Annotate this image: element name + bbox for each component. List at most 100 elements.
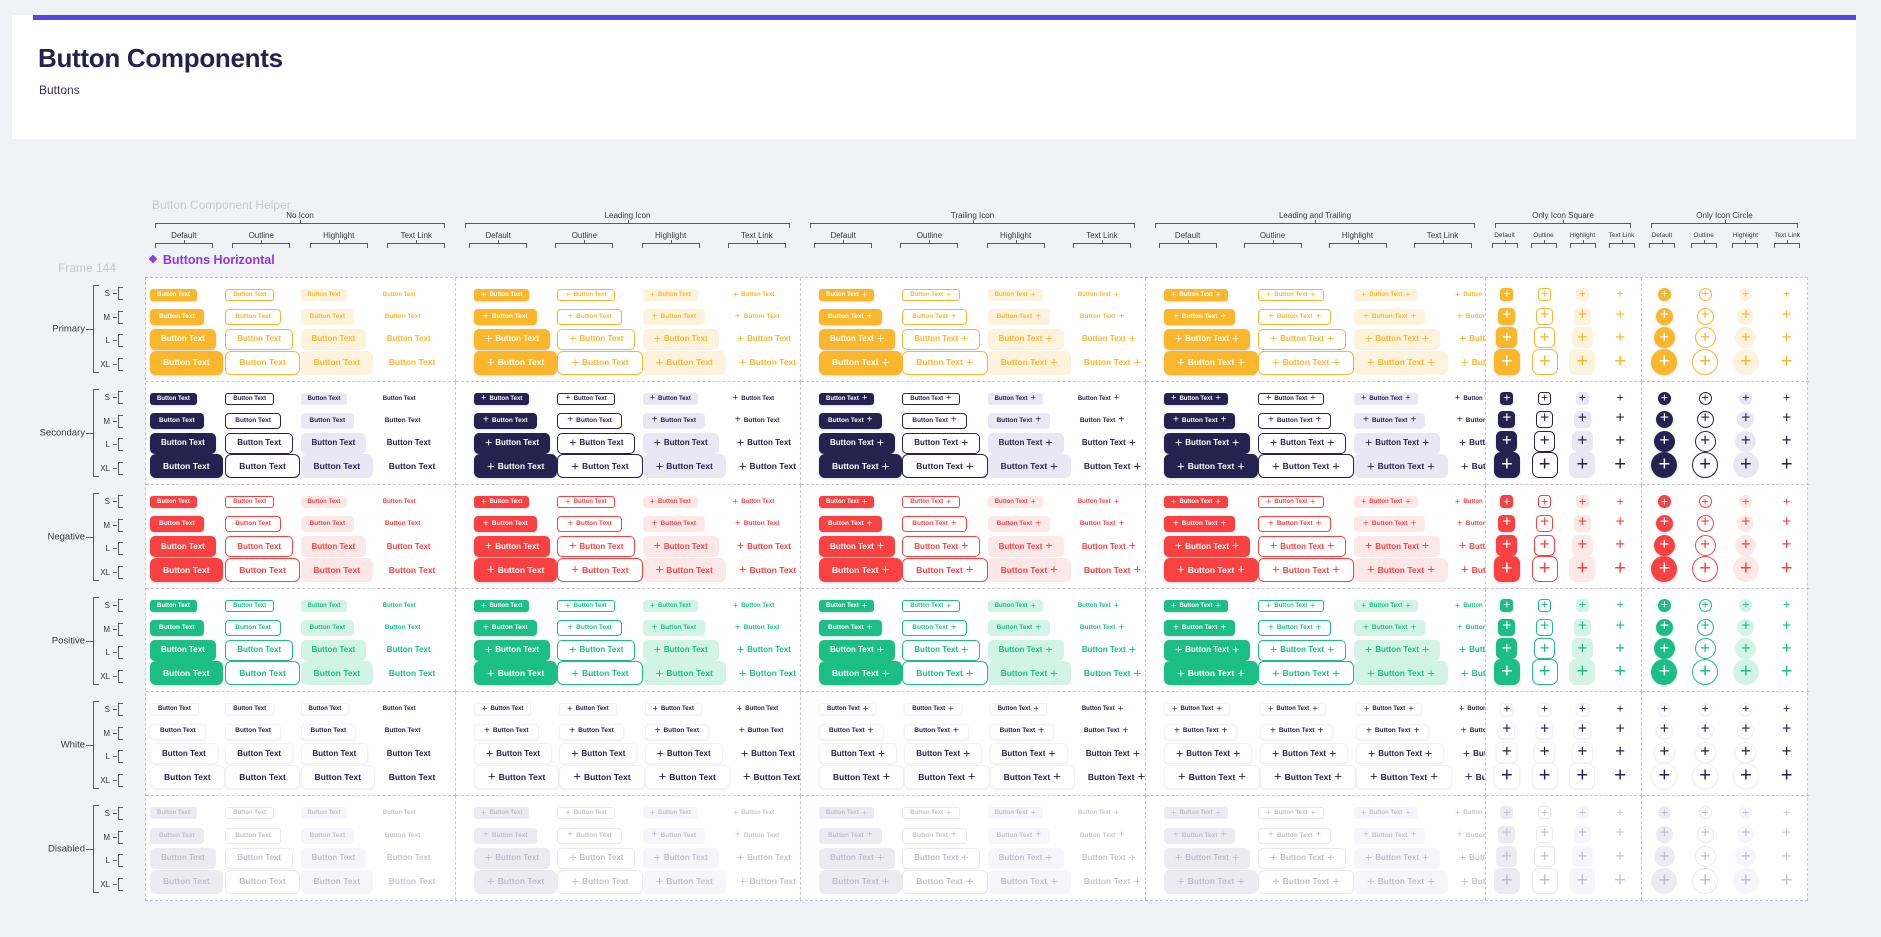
disabled-outline-l-only-icon-circle-button[interactable]: + — [1694, 846, 1716, 868]
negative-outline-m-trailing-icon-button[interactable]: Button Text + — [902, 516, 967, 533]
positive-default-s-leading-and-trailing-button[interactable]: + Button Text + — [1164, 599, 1228, 612]
disabled-default-m-only-icon-circle-button[interactable]: + — [1655, 826, 1673, 844]
disabled-default-xl-trailing-icon-button[interactable]: Button Text + — [819, 869, 903, 894]
disabled-text-link-s-trailing-icon-button[interactable]: Button Text + — [1071, 807, 1126, 819]
white-text-link-l-leading-icon-button[interactable]: + Button Text — [730, 743, 800, 764]
positive-default-xl-trailing-icon-button[interactable]: Button Text + — [819, 661, 903, 686]
secondary-text-link-s-trailing-icon-button[interactable]: Button Text + — [1071, 393, 1126, 405]
negative-highlight-m-only-icon-square-button[interactable]: + — [1573, 514, 1591, 532]
primary-default-l-trailing-icon-button[interactable]: Button Text + — [819, 328, 896, 350]
disabled-highlight-xl-trailing-icon-button[interactable]: Button Text + — [987, 869, 1071, 894]
white-text-link-m-leading-icon-button[interactable]: + Button Text — [730, 724, 793, 740]
disabled-outline-l-leading-icon-button[interactable]: + Button Text — [557, 847, 636, 869]
primary-text-link-s-leading-icon-button[interactable]: + Button Text — [726, 289, 781, 301]
white-default-xl-only-icon-square-button[interactable]: + — [1493, 762, 1520, 789]
disabled-default-xl-leading-and-trailing-button[interactable]: + Button Text + — [1164, 869, 1258, 894]
secondary-default-l-only-icon-square-button[interactable]: + — [1496, 430, 1518, 452]
primary-outline-m-only-icon-circle-button[interactable]: + — [1696, 307, 1714, 325]
disabled-highlight-l-only-icon-circle-button[interactable]: + — [1735, 846, 1757, 868]
white-highlight-xl-trailing-icon-button[interactable]: Button Text + — [989, 764, 1075, 789]
secondary-text-link-s-only-icon-square-button[interactable]: + — [1614, 392, 1627, 405]
primary-text-link-m-no-icon-button[interactable]: Button Text — [376, 309, 430, 325]
secondary-highlight-m-leading-icon-button[interactable]: + Button Text — [642, 412, 706, 429]
secondary-default-s-leading-and-trailing-button[interactable]: + Button Text + — [1164, 392, 1228, 405]
positive-default-s-only-icon-circle-button[interactable]: + — [1657, 599, 1671, 613]
white-default-xl-trailing-icon-button[interactable]: Button Text + — [819, 764, 905, 789]
primary-outline-m-leading-and-trailing-button[interactable]: + Button Text + — [1257, 309, 1332, 326]
negative-default-m-leading-icon-button[interactable]: + Button Text — [474, 516, 537, 533]
secondary-outline-l-leading-icon-button[interactable]: + Button Text — [557, 432, 636, 454]
secondary-text-link-l-only-icon-circle-button[interactable]: + — [1776, 431, 1797, 452]
disabled-highlight-xl-leading-and-trailing-button[interactable]: + Button Text + — [1353, 869, 1448, 894]
disabled-text-link-xl-only-icon-square-button[interactable]: + — [1607, 868, 1633, 894]
positive-highlight-s-only-icon-circle-button[interactable]: + — [1739, 599, 1753, 613]
primary-text-link-s-leading-and-trailing-button[interactable]: +Button Text+ — [1448, 289, 1485, 301]
white-outline-xl-leading-and-trailing-button[interactable]: + Button Text + — [1259, 764, 1356, 789]
secondary-outline-s-trailing-icon-button[interactable]: Button Text + — [902, 392, 960, 405]
disabled-highlight-l-no-icon-button[interactable]: Button Text — [300, 847, 367, 869]
negative-highlight-m-leading-icon-button[interactable]: + Button Text — [642, 516, 706, 533]
secondary-highlight-l-only-icon-circle-button[interactable]: + — [1735, 430, 1757, 452]
disabled-outline-xl-only-icon-square-button[interactable]: + — [1531, 867, 1558, 894]
positive-highlight-xl-leading-icon-button[interactable]: + Button Text — [642, 661, 726, 686]
disabled-highlight-m-only-icon-square-button[interactable]: + — [1573, 826, 1591, 844]
secondary-highlight-m-no-icon-button[interactable]: Button Text — [300, 412, 355, 429]
white-outline-l-leading-and-trailing-button[interactable]: + Button Text + — [1259, 743, 1349, 765]
negative-default-xl-trailing-icon-button[interactable]: Button Text + — [819, 557, 903, 582]
primary-highlight-m-no-icon-button[interactable]: Button Text — [300, 309, 355, 326]
positive-default-s-leading-icon-button[interactable]: + Button Text — [474, 599, 530, 612]
positive-outline-s-trailing-icon-button[interactable]: Button Text + — [902, 599, 960, 612]
negative-highlight-s-leading-icon-button[interactable]: + Button Text — [642, 496, 698, 509]
disabled-highlight-l-leading-icon-button[interactable]: + Button Text — [642, 847, 719, 869]
primary-default-m-no-icon-button[interactable]: Button Text — [150, 309, 204, 326]
primary-text-link-l-only-icon-square-button[interactable]: + — [1610, 327, 1631, 348]
white-highlight-l-no-icon-button[interactable]: Button Text — [300, 743, 369, 765]
disabled-highlight-m-no-icon-button[interactable]: Button Text — [300, 827, 355, 844]
positive-default-l-no-icon-button[interactable]: Button Text — [150, 639, 216, 661]
primary-text-link-s-trailing-icon-button[interactable]: Button Text + — [1071, 289, 1126, 301]
disabled-text-link-s-only-icon-circle-button[interactable]: + — [1780, 806, 1793, 819]
negative-default-s-trailing-icon-button[interactable]: Button Text + — [819, 496, 875, 509]
secondary-text-link-l-leading-icon-button[interactable]: + Button Text — [726, 433, 800, 454]
white-outline-l-trailing-icon-button[interactable]: Button Text + — [904, 743, 983, 765]
disabled-outline-xl-no-icon-button[interactable]: Button Text — [225, 869, 300, 894]
negative-default-l-trailing-icon-button[interactable]: Button Text + — [819, 536, 896, 558]
white-default-xl-no-icon-button[interactable]: Button Text — [150, 764, 225, 789]
secondary-text-link-xl-leading-icon-button[interactable]: + Button Text — [726, 454, 800, 478]
positive-text-link-s-leading-and-trailing-button[interactable]: +Button Text+ — [1448, 600, 1485, 612]
disabled-text-link-l-only-icon-square-button[interactable]: + — [1610, 846, 1631, 867]
primary-outline-xl-only-icon-circle-button[interactable]: + — [1692, 348, 1719, 375]
secondary-outline-m-only-icon-circle-button[interactable]: + — [1696, 411, 1714, 429]
white-default-s-leading-icon-button[interactable]: + Button Text — [474, 703, 532, 716]
negative-highlight-xl-only-icon-circle-button[interactable]: + — [1732, 555, 1759, 582]
negative-text-link-m-trailing-icon-button[interactable]: Button Text + — [1071, 516, 1134, 532]
white-highlight-m-no-icon-button[interactable]: Button Text — [300, 723, 357, 740]
disabled-default-l-trailing-icon-button[interactable]: Button Text + — [819, 847, 896, 869]
secondary-default-xl-only-icon-square-button[interactable]: + — [1493, 452, 1520, 479]
positive-text-link-s-no-icon-button[interactable]: Button Text — [376, 600, 423, 612]
disabled-highlight-l-leading-and-trailing-button[interactable]: + Button Text + — [1353, 847, 1441, 869]
disabled-default-s-trailing-icon-button[interactable]: Button Text + — [819, 807, 875, 820]
white-outline-l-only-icon-square-button[interactable]: + — [1534, 741, 1556, 763]
secondary-outline-m-no-icon-button[interactable]: Button Text — [225, 412, 281, 429]
positive-default-xl-leading-and-trailing-button[interactable]: + Button Text + — [1164, 661, 1258, 686]
primary-outline-xl-leading-and-trailing-button[interactable]: + Button Text + — [1257, 350, 1354, 375]
white-highlight-m-only-icon-square-button[interactable]: + — [1573, 722, 1591, 740]
secondary-highlight-xl-no-icon-button[interactable]: Button Text — [300, 454, 374, 479]
secondary-highlight-xl-trailing-icon-button[interactable]: Button Text + — [987, 454, 1071, 479]
white-default-m-leading-icon-button[interactable]: + Button Text — [474, 723, 539, 740]
disabled-text-link-m-leading-icon-button[interactable]: + Button Text — [726, 828, 789, 844]
white-text-link-s-leading-icon-button[interactable]: + Button Text — [730, 703, 785, 715]
white-default-s-leading-and-trailing-button[interactable]: + Button Text + — [1164, 703, 1230, 716]
negative-text-link-s-only-icon-circle-button[interactable]: + — [1780, 495, 1793, 508]
primary-text-link-m-only-icon-circle-button[interactable]: + — [1778, 307, 1795, 325]
positive-text-link-m-trailing-icon-button[interactable]: Button Text + — [1071, 620, 1134, 636]
positive-text-link-s-only-icon-square-button[interactable]: + — [1614, 599, 1627, 612]
positive-default-m-only-icon-square-button[interactable]: + — [1498, 618, 1516, 636]
secondary-highlight-s-leading-icon-button[interactable]: + Button Text — [642, 392, 698, 405]
primary-default-m-leading-icon-button[interactable]: + Button Text — [474, 309, 537, 326]
white-text-link-m-leading-and-trailing-button[interactable]: +Button Text+ — [1452, 724, 1485, 740]
white-outline-m-leading-and-trailing-button[interactable]: + Button Text + — [1259, 723, 1334, 740]
primary-outline-m-trailing-icon-button[interactable]: Button Text + — [902, 309, 967, 326]
white-text-link-xl-only-icon-circle-button[interactable]: + — [1774, 763, 1800, 789]
